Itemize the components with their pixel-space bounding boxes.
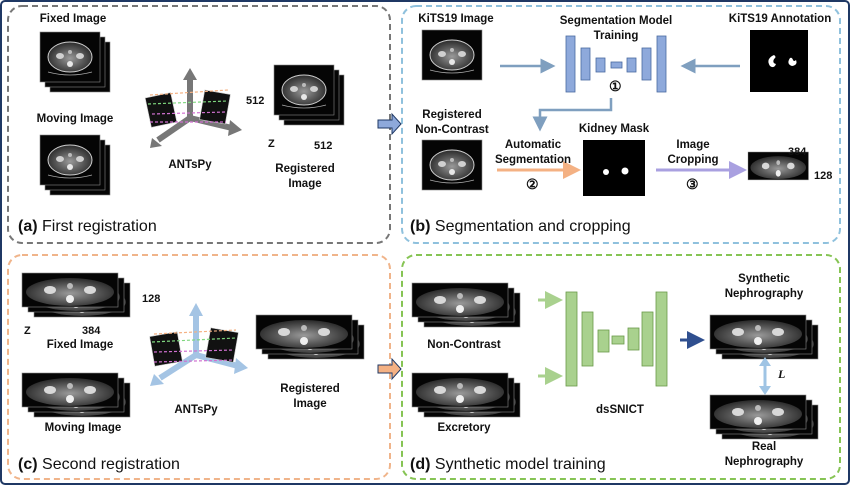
antspy-label-a: ANTsPy bbox=[168, 159, 212, 171]
panel-connector-a-b bbox=[377, 112, 402, 136]
kits19-image bbox=[421, 29, 483, 81]
excretory-stack-d bbox=[411, 372, 521, 418]
auto-seg-label-1: Automatic bbox=[504, 139, 562, 151]
registered-image-stack-a bbox=[273, 64, 345, 126]
caption-d: (d) Synthetic model training bbox=[410, 456, 606, 474]
synthetic-label-1: Synthetic bbox=[738, 273, 790, 285]
auto-seg-label-2: Segmentation bbox=[494, 154, 572, 166]
registered-nc-label-2: Non-Contrast bbox=[415, 124, 489, 136]
dim-384-c: 384 bbox=[82, 325, 101, 337]
antspy-axes-a bbox=[144, 68, 242, 148]
antspy-axes-c bbox=[149, 303, 248, 386]
dim-z-c: Z bbox=[24, 325, 31, 337]
kits19-image-label: KiTS19 Image bbox=[418, 13, 494, 25]
registered-label-c-2: Image bbox=[293, 398, 327, 410]
moving-image-label-a: Moving Image bbox=[36, 113, 114, 125]
moving-image-stack-a bbox=[39, 134, 111, 196]
registered-non-contrast-image bbox=[421, 139, 483, 191]
caption-b-title: Segmentation and cropping bbox=[434, 218, 631, 235]
fixed-image-label-a: Fixed Image bbox=[39, 13, 107, 25]
real-label-2: Nephrography bbox=[724, 456, 804, 468]
caption-a: (a) First registration bbox=[18, 218, 157, 236]
arrow-model-to-registered bbox=[532, 98, 613, 132]
caption-b-tag: (b) bbox=[410, 218, 431, 235]
seg-model-label-1: Segmentation Model bbox=[559, 15, 673, 27]
caption-b: (b) Segmentation and cropping bbox=[410, 218, 631, 236]
caption-c-title: Second registration bbox=[42, 456, 180, 473]
fixed-image-label-c: Fixed Image bbox=[46, 339, 114, 351]
moving-image-label-c: Moving Image bbox=[44, 422, 122, 434]
step-2-marker: ② bbox=[526, 176, 539, 192]
non-contrast-stack-d bbox=[411, 282, 521, 328]
image-crop-label-2: Cropping bbox=[667, 154, 719, 166]
synthetic-label-2: Nephrography bbox=[724, 288, 804, 300]
kits19-annotation-label: KiTS19 Annotation bbox=[728, 13, 832, 25]
seg-model-label-2: Training bbox=[593, 30, 639, 42]
panel-connector-c-d bbox=[377, 357, 402, 381]
segmentation-network bbox=[565, 35, 667, 93]
real-nephrography-stack bbox=[709, 394, 819, 440]
fixed-image-stack-c bbox=[21, 272, 131, 318]
caption-d-tag: (d) bbox=[410, 456, 431, 473]
registered-image-stack-c bbox=[255, 314, 365, 360]
registered-nc-label-1: Registered bbox=[422, 109, 482, 121]
dim-512-bottom-a: 512 bbox=[314, 140, 333, 152]
dim-128-c: 128 bbox=[142, 293, 161, 305]
kidney-mask-label: Kidney Mask bbox=[578, 123, 650, 135]
caption-c-tag: (c) bbox=[18, 456, 38, 473]
non-contrast-label-d: Non-Contrast bbox=[427, 339, 501, 351]
fixed-image-stack-a bbox=[39, 31, 111, 93]
caption-a-title: First registration bbox=[42, 218, 157, 235]
caption-a-tag: (a) bbox=[18, 218, 38, 235]
dssnict-network bbox=[565, 291, 668, 387]
registered-label-a-1: Registered bbox=[275, 163, 335, 175]
dim-128-b: 128 bbox=[814, 170, 833, 182]
synthetic-nephrography-stack bbox=[709, 314, 819, 360]
kits19-annotation bbox=[750, 30, 808, 92]
panel-d-border bbox=[401, 254, 841, 480]
dssnict-label: dsSNICT bbox=[596, 404, 644, 416]
dim-384-b: 384 bbox=[788, 146, 807, 158]
kidney-mask-image bbox=[583, 140, 645, 196]
dim-512-right-a: 512 bbox=[246, 95, 265, 107]
registered-label-c-1: Registered bbox=[280, 383, 340, 395]
loss-arrow bbox=[759, 357, 771, 395]
panel-b-border bbox=[401, 5, 841, 244]
dim-z-a: Z bbox=[268, 138, 275, 150]
registered-label-a-2: Image bbox=[288, 178, 322, 190]
caption-c: (c) Second registration bbox=[18, 456, 180, 474]
excretory-label-d: Excretory bbox=[437, 422, 491, 434]
real-label-1: Real bbox=[751, 441, 777, 453]
antspy-label-c: ANTsPy bbox=[174, 404, 218, 416]
loss-label: L bbox=[778, 367, 786, 381]
caption-d-title: Synthetic model training bbox=[434, 456, 606, 473]
image-crop-label-1: Image bbox=[676, 139, 710, 151]
step-1-marker: ① bbox=[609, 78, 622, 94]
moving-image-stack-c bbox=[21, 372, 131, 418]
step-3-marker: ③ bbox=[686, 176, 699, 192]
